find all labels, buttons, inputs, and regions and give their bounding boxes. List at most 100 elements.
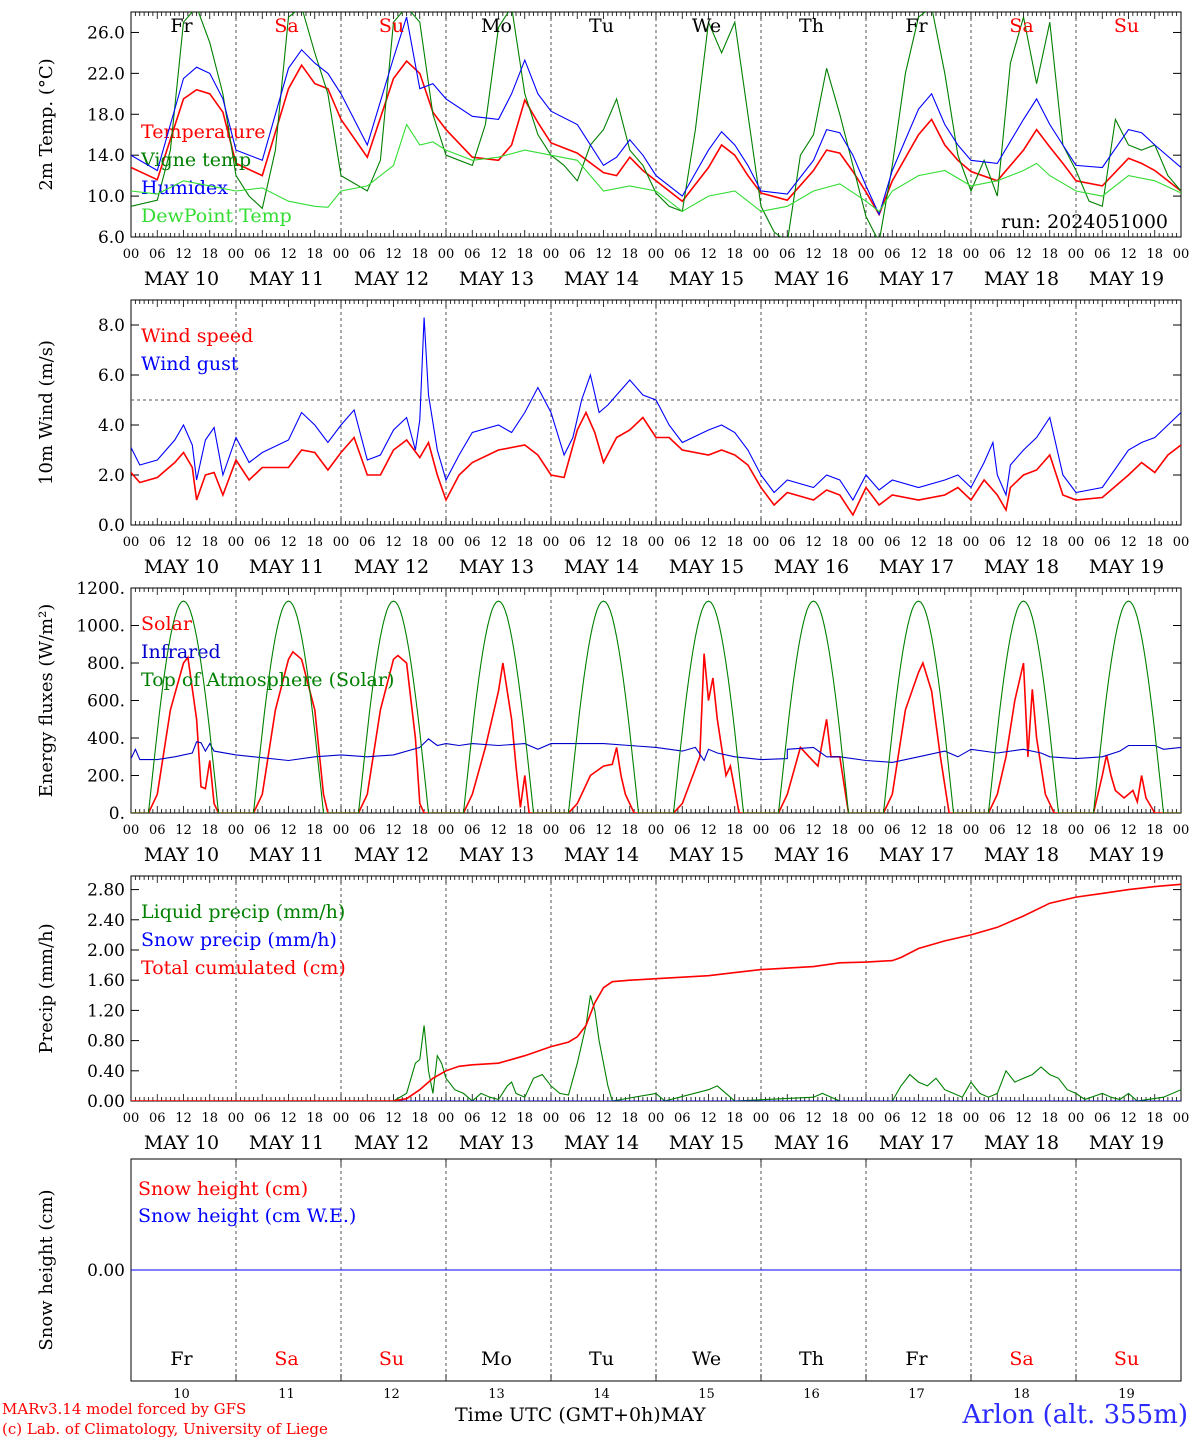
panel-4-series-liquid-precip-mm-h bbox=[131, 995, 1181, 1101]
panel-1-hour-label: 06 bbox=[569, 247, 586, 262]
panel-1-date-label: MAY 17 bbox=[879, 268, 954, 290]
panel-4-date-label: MAY 18 bbox=[984, 1132, 1059, 1154]
panel-2-y-tick-label: 2.0 bbox=[98, 466, 125, 486]
panel-2-hour-label: 12 bbox=[280, 535, 297, 550]
panel-3-hour-label: 12 bbox=[175, 823, 192, 838]
panel-2-hour-label: 18 bbox=[201, 535, 218, 550]
panel-4-hour-label: 18 bbox=[936, 1111, 953, 1126]
panel-2-hour-label: 06 bbox=[149, 535, 166, 550]
panel-2-date-label: MAY 11 bbox=[249, 556, 324, 578]
panel-2-y-tick-label: 8.0 bbox=[98, 316, 125, 336]
panel-1-hour-label: 18 bbox=[1146, 247, 1163, 262]
panel-1-date-label: MAY 15 bbox=[669, 268, 744, 290]
panel-2-date-label: MAY 15 bbox=[669, 556, 744, 578]
panel-2-legend-entry: Wind speed bbox=[141, 325, 253, 347]
panel-3-y-tick-label: 1000. bbox=[76, 617, 125, 637]
panel-3-hour-label: 00 bbox=[333, 823, 350, 838]
model-credit: MARv3.14 model forced by GFS bbox=[2, 1400, 247, 1418]
panel-3-date-label: MAY 10 bbox=[144, 844, 219, 866]
panel-4-hour-label: 12 bbox=[175, 1111, 192, 1126]
panel-3-date-label: MAY 18 bbox=[984, 844, 1059, 866]
panel-1-series-dewpoint-temp bbox=[131, 123, 1181, 213]
panel-4-hour-label: 00 bbox=[543, 1111, 560, 1126]
panel-1-hour-label: 18 bbox=[411, 247, 428, 262]
panel-4-series-total-cumulated-cm bbox=[131, 883, 1181, 1101]
panel-3-hour-label: 06 bbox=[359, 823, 376, 838]
panel-5-y-tick-label: 0.00 bbox=[87, 1261, 125, 1281]
panel-1-hour-label: 18 bbox=[306, 247, 323, 262]
panel-1-hour-label: 00 bbox=[228, 247, 245, 262]
panel-3-date-label: MAY 14 bbox=[564, 844, 639, 866]
panel-1-hour-label: 00 bbox=[1173, 247, 1190, 262]
panel-1-hour-label: 00 bbox=[963, 247, 980, 262]
panel-4-legend-entry: Snow precip (mm/h) bbox=[141, 929, 337, 951]
panel-3-y-axis-label: Energy fluxes (W/m²) bbox=[36, 604, 57, 798]
panel-4-date-label: MAY 17 bbox=[879, 1132, 954, 1154]
panel-4-y-tick-label: 1.60 bbox=[87, 971, 125, 991]
panel-2-date-label: MAY 13 bbox=[459, 556, 534, 578]
panel-2-hour-label: 00 bbox=[648, 535, 665, 550]
panel-2-hour-label: 12 bbox=[595, 535, 612, 550]
panel-1-series-humidex bbox=[131, 16, 1181, 217]
panel-2-hour-label: 18 bbox=[411, 535, 428, 550]
panel-3-y-tick-label: 200. bbox=[87, 767, 125, 787]
panel-2-hour-label: 12 bbox=[175, 535, 192, 550]
panel-4-hour-label: 00 bbox=[1173, 1111, 1190, 1126]
panel-3-hour-label: 00 bbox=[543, 823, 560, 838]
panel-2-date-label: MAY 14 bbox=[564, 556, 639, 578]
panel-3-hour-label: 00 bbox=[1068, 823, 1085, 838]
panel-1-legend-entry: DewPoint Temp bbox=[141, 205, 292, 227]
panel-3-hour-label: 06 bbox=[149, 823, 166, 838]
panel-4-hour-label: 00 bbox=[228, 1111, 245, 1126]
panel-1-hour-label: 06 bbox=[779, 247, 796, 262]
panel-4-date-label: MAY 11 bbox=[249, 1132, 324, 1154]
panel-4-hour-label: 18 bbox=[411, 1111, 428, 1126]
panel-4-hour-label: 06 bbox=[569, 1111, 586, 1126]
panel-3-hour-label: 12 bbox=[280, 823, 297, 838]
bottom-day-number: 16 bbox=[803, 1387, 820, 1402]
panel-1-hour-label: 12 bbox=[175, 247, 192, 262]
panel-1-legend-entry: Temperature bbox=[141, 121, 265, 143]
panel-1-hour-label: 18 bbox=[1041, 247, 1058, 262]
panel-2-hour-label: 18 bbox=[516, 535, 533, 550]
top-day-name: Sa bbox=[274, 15, 298, 37]
panel-2-hour-label: 00 bbox=[333, 535, 350, 550]
panel-4-hour-label: 18 bbox=[1041, 1111, 1058, 1126]
panel-2-hour-label: 06 bbox=[464, 535, 481, 550]
panel-1-hour-label: 18 bbox=[831, 247, 848, 262]
panel-1-hour-label: 06 bbox=[884, 247, 901, 262]
panel-2-hour-label: 18 bbox=[1041, 535, 1058, 550]
panel-3-hour-label: 18 bbox=[936, 823, 953, 838]
panel-5-y-axis-label: Snow height (cm) bbox=[36, 1189, 57, 1350]
panel-2-y-tick-label: 4.0 bbox=[98, 416, 125, 436]
panel-1-y-tick-label: 6.0 bbox=[98, 228, 125, 248]
panel-4-hour-label: 18 bbox=[831, 1111, 848, 1126]
panel-3-hour-label: 18 bbox=[1041, 823, 1058, 838]
panel-4-hour-label: 06 bbox=[359, 1111, 376, 1126]
panel-3-hour-label: 06 bbox=[464, 823, 481, 838]
panel-1-hour-label: 00 bbox=[333, 247, 350, 262]
panel-2-hour-label: 12 bbox=[385, 535, 402, 550]
panel-2-hour-label: 00 bbox=[858, 535, 875, 550]
panel-4-hour-label: 12 bbox=[1015, 1111, 1032, 1126]
panel-4-hour-label: 18 bbox=[1146, 1111, 1163, 1126]
panel-3-date-label: MAY 13 bbox=[459, 844, 534, 866]
panel-3-y-tick-label: 400. bbox=[87, 729, 125, 749]
panel-4-y-tick-label: 2.00 bbox=[87, 941, 125, 961]
top-day-name: Th bbox=[799, 15, 824, 37]
panel-3-hour-label: 12 bbox=[1015, 823, 1032, 838]
panel-2-hour-label: 00 bbox=[753, 535, 770, 550]
top-day-name: We bbox=[692, 15, 721, 37]
panel-4-hour-label: 00 bbox=[333, 1111, 350, 1126]
panel-3-date-label: MAY 19 bbox=[1089, 844, 1164, 866]
panel-2-hour-label: 18 bbox=[306, 535, 323, 550]
panel-3-series-top-of-atmosphere-solar bbox=[131, 600, 1181, 813]
panel-1-hour-label: 06 bbox=[674, 247, 691, 262]
top-day-name: Sa bbox=[1009, 15, 1033, 37]
panel-4-legend-entry: Liquid precip (mm/h) bbox=[141, 901, 345, 923]
panel-4-y-tick-label: 2.80 bbox=[87, 881, 125, 901]
panel-4-y-tick-label: 2.40 bbox=[87, 911, 125, 931]
panel-1-hour-label: 12 bbox=[1120, 247, 1137, 262]
panel-3-hour-label: 18 bbox=[411, 823, 428, 838]
panel-3-hour-label: 06 bbox=[989, 823, 1006, 838]
